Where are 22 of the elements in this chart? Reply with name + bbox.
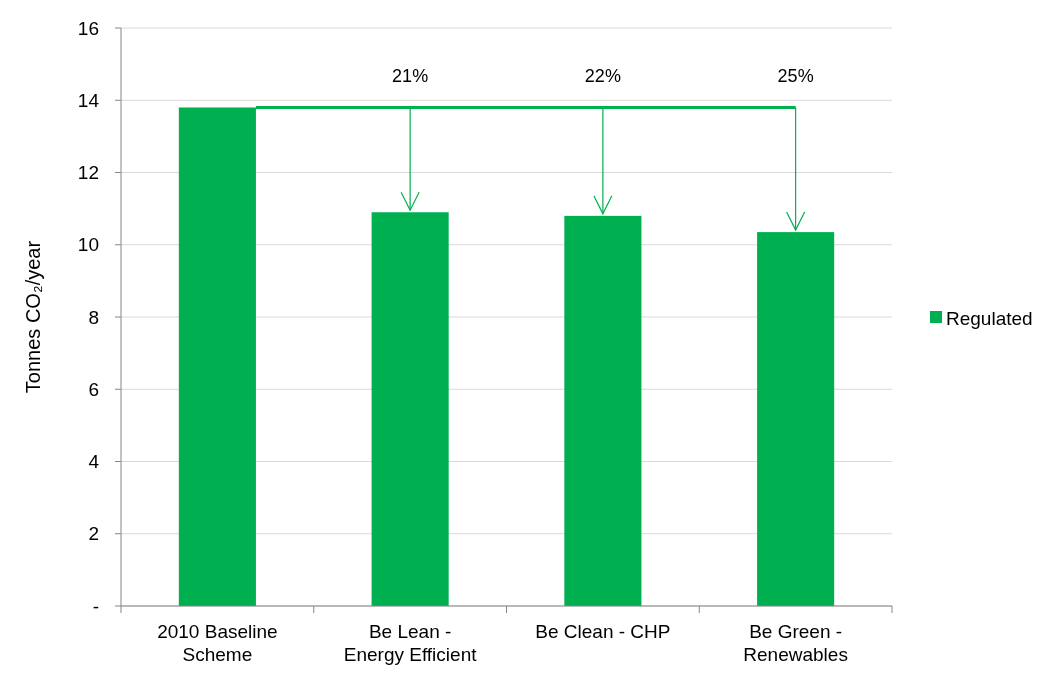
y-tick-label: 14	[77, 89, 100, 111]
annotation: 21%	[392, 66, 429, 87]
y-tick-label: 16	[77, 17, 99, 39]
bar	[757, 232, 835, 606]
x-tick-label: 2010 Baseline Scheme	[157, 621, 278, 665]
x-tick-label: Be Lean - Energy Efficient	[343, 621, 478, 665]
y-tick-label: 6	[88, 378, 99, 400]
y-tick-label: -	[92, 595, 99, 617]
annotation: 25%	[777, 66, 814, 87]
annotation: 22%	[584, 66, 621, 87]
bar	[564, 215, 642, 606]
y-axis-title: Tonnes CO₂/year	[22, 240, 44, 394]
x-tick-label: Be Clean - CHP	[535, 621, 671, 642]
bar	[178, 107, 256, 606]
y-tick-label: 10	[77, 234, 99, 256]
y-tick-label: 12	[77, 162, 99, 184]
y-tick-label: 8	[88, 306, 99, 328]
y-tick-label: 2	[88, 523, 99, 545]
y-tick-label: 4	[88, 451, 100, 473]
legend-label: Regulated	[946, 307, 1033, 329]
x-tick-label: Be Green - Renewables	[743, 621, 848, 665]
bar	[371, 212, 449, 606]
